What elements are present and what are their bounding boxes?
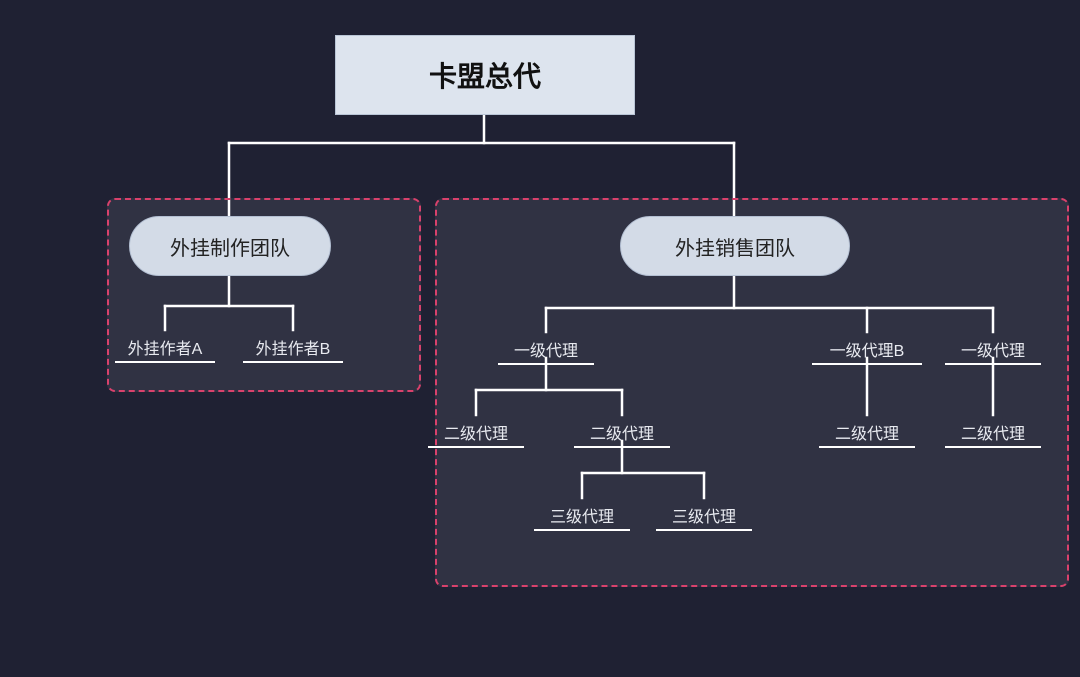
leaf-label: 二级代理 [574,420,670,444]
leaf-node: 二级代理 [428,420,524,448]
leaf-underline [243,361,343,363]
leaf-underline [656,529,752,531]
leaf-label: 二级代理 [819,420,915,444]
leaf-node: 外挂作者B [243,335,343,363]
leaf-label: 外挂作者B [243,335,343,359]
leaf-underline [115,361,215,363]
leaf-node: 一级代理 [945,337,1041,365]
leaf-underline [498,363,594,365]
leaf-label: 一级代理B [812,337,922,361]
leaf-node: 外挂作者A [115,335,215,363]
leaf-label: 外挂作者A [115,335,215,359]
production-team-node: 外挂制作团队 [129,216,331,276]
leaf-node: 一级代理B [812,337,922,365]
leaf-label: 二级代理 [945,420,1041,444]
leaf-underline [819,446,915,448]
leaf-underline [574,446,670,448]
leaf-underline [812,363,922,365]
leaf-node: 二级代理 [819,420,915,448]
production-team-label: 外挂制作团队 [170,232,290,261]
leaf-label: 一级代理 [945,337,1041,361]
leaf-underline [945,363,1041,365]
leaf-label: 二级代理 [428,420,524,444]
leaf-underline [428,446,524,448]
root-node: 卡盟总代 [335,35,635,115]
leaf-node: 二级代理 [945,420,1041,448]
leaf-label: 三级代理 [534,503,630,527]
sales-team-node: 外挂销售团队 [620,216,850,276]
leaf-underline [945,446,1041,448]
leaf-label: 一级代理 [498,337,594,361]
root-label: 卡盟总代 [429,55,541,95]
leaf-node: 二级代理 [574,420,670,448]
sales-team-label: 外挂销售团队 [675,232,795,261]
leaf-node: 一级代理 [498,337,594,365]
leaf-underline [534,529,630,531]
leaf-node: 三级代理 [534,503,630,531]
leaf-node: 三级代理 [656,503,752,531]
org-chart: 卡盟总代 外挂制作团队 外挂销售团队 外挂作者A外挂作者B一级代理一级代理B一级… [0,0,1080,677]
leaf-label: 三级代理 [656,503,752,527]
